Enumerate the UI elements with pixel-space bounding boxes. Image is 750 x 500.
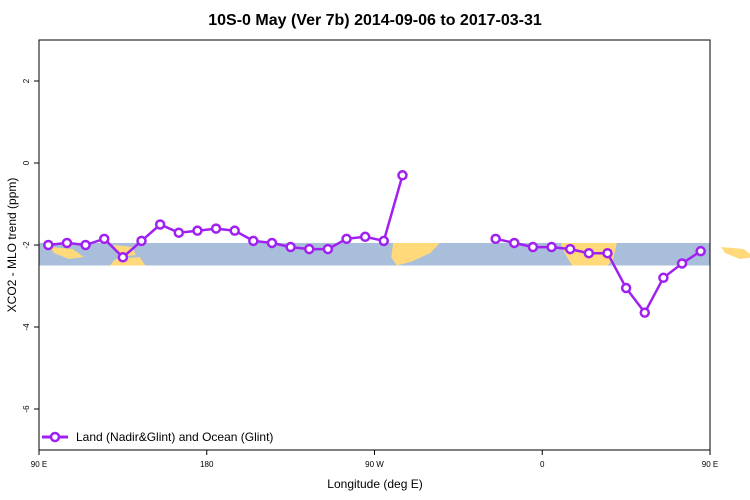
data-point [602,247,613,259]
data-point [620,282,632,294]
data-point [341,233,352,245]
y-axis-ticks: 2 0 -2 -4 -6 [22,78,39,413]
plot-frame [38,39,711,451]
data-point [248,235,259,247]
data-point [527,241,539,253]
x-axis-ticks: 90 E 180 90 W 0 90 E [31,450,718,469]
data-point [583,247,595,259]
data-point [546,241,557,253]
legend-marker [49,431,61,443]
data-point [229,225,240,236]
chart-title: 10S-0 May (Ver 7b) 2014-09-06 to 2017-03… [208,12,542,29]
y-tick-label: -2 [22,241,31,249]
data-point [266,237,278,249]
data-point [154,219,166,230]
data-point [322,243,334,255]
data-point [285,241,296,253]
data-point [658,272,669,284]
data-point [61,237,73,249]
x-axis-label: Longitude (deg E) [327,477,422,491]
land-indonesia-w [50,246,84,259]
data-point [509,237,520,249]
y-tick-label: 0 [22,160,31,165]
land-south-america [391,242,440,266]
data-point [80,239,91,251]
data-point [695,245,706,257]
data-point [173,227,185,238]
data-point [43,239,54,251]
data-point [210,223,222,234]
x-tick-label: 90 E [31,460,47,469]
land-indonesia-e [721,246,750,259]
legend-label: Land (Nadir&Glint) and Ocean (Glint) [76,430,273,444]
data-point [490,233,501,245]
x-tick-label: 180 [200,460,214,469]
y-tick-label: -6 [22,405,31,413]
data-point [378,235,390,247]
map-strip [39,242,750,266]
y-tick-label: 2 [22,78,31,83]
data-point [136,235,147,247]
x-tick-label: 90 W [365,460,384,469]
data-point [676,258,688,269]
y-tick-label: -4 [22,323,31,331]
data-point [192,225,203,236]
x-tick-label: 0 [540,460,545,469]
data-point [98,233,110,245]
data-point [564,243,576,255]
data-point [639,307,651,318]
data-point [117,252,129,263]
x-tick-label: 90 E [702,460,718,469]
series-points [43,170,706,318]
data-point [359,231,371,243]
data-point [397,170,408,181]
legend: Land (Nadir&Glint) and Ocean (Glint) [42,430,273,444]
data-point [304,243,315,255]
ocean-band [39,242,710,266]
y-axis-label: XCO2 - MLO trend (ppm) [5,178,19,313]
